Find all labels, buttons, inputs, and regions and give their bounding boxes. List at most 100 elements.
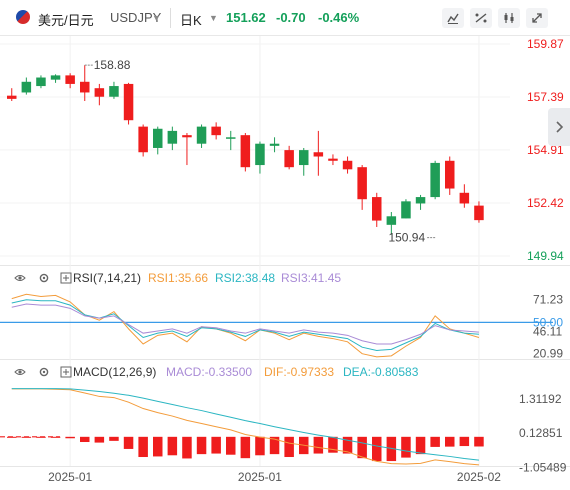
macd-histogram-bar [226, 436, 236, 455]
macd-histogram-bar [50, 436, 61, 438]
price-axis-label: 159.87 [527, 37, 564, 51]
last-price: 151.62 [226, 10, 266, 25]
indicator-settings-icon [504, 13, 514, 23]
candle-body [459, 192, 470, 204]
candle [299, 147, 309, 176]
macd-histogram-bar [138, 436, 148, 458]
period-dropdown-icon[interactable]: ▼ [209, 13, 218, 23]
macd-histogram-bar [386, 436, 397, 462]
panel-collapse-button[interactable] [548, 108, 570, 146]
header-divider [170, 8, 171, 28]
symbol-dropdown-icon[interactable]: ▼ [152, 13, 161, 23]
candle-body [138, 126, 148, 153]
candle-body [167, 130, 178, 144]
gear-icon[interactable] [38, 366, 50, 378]
candle [386, 212, 397, 235]
candle [211, 122, 221, 140]
pair-name[interactable]: 美元/日元 [38, 13, 94, 28]
price-change: -0.70 [276, 10, 306, 25]
macd-histogram-bar [328, 436, 338, 453]
candle [196, 124, 207, 148]
candle-body [299, 150, 309, 166]
macd-histogram-bar [36, 436, 46, 438]
macd-histogram-bar [153, 436, 163, 457]
macd-histogram-bar [80, 436, 90, 443]
macd-histogram-bar [269, 436, 280, 455]
candle [445, 156, 455, 195]
rsi-chart[interactable] [0, 293, 553, 358]
chart-header: 美元/日元 USDJPY ▼ 日K ▼ 151.62 -0.70 -0.46% [0, 0, 570, 36]
candle [50, 74, 61, 83]
candle-body [182, 135, 192, 138]
macd-histogram-bar [430, 436, 440, 447]
compare-button[interactable] [470, 8, 492, 28]
candle-body [401, 201, 411, 219]
candle-body [211, 126, 221, 136]
candle-body [474, 205, 484, 221]
symbol-code[interactable]: USDJPY [110, 10, 162, 25]
macd-histogram-bar [240, 436, 251, 459]
candle [372, 192, 382, 227]
macd-histogram-bar [7, 436, 17, 438]
macd-histogram-bar [313, 436, 324, 454]
add-indicator-icon[interactable] [60, 366, 72, 378]
candle [7, 88, 17, 102]
candlestick-chart[interactable]: 158.88 150.94 [7, 58, 484, 245]
compare-icon [475, 13, 487, 23]
indicator-settings-button[interactable] [498, 8, 520, 28]
macd-chart[interactable] [0, 388, 484, 466]
chevron-right-icon [556, 121, 564, 133]
period-selector[interactable]: 日K [180, 13, 202, 28]
candle-body [94, 88, 105, 97]
candle-body [7, 95, 17, 99]
candle [226, 130, 236, 151]
macd-axis-label: 0.12851 [519, 426, 563, 440]
macd-histogram-bar [182, 436, 192, 459]
x-tick-label: 2025-02 [457, 470, 501, 484]
macd-histogram-bar [357, 436, 367, 459]
macd-histogram-bar [65, 436, 75, 439]
macd-histogram-bar [167, 436, 178, 456]
rsi-axis-label: 46.11 [533, 325, 562, 339]
eye-icon[interactable] [14, 366, 26, 378]
macd-histogram-bar [474, 436, 484, 447]
draw-button[interactable] [442, 8, 464, 28]
candle-body [36, 77, 46, 87]
candle-body [226, 137, 236, 139]
candle [94, 83, 105, 106]
candle [153, 126, 163, 155]
price-axis-label: 157.39 [527, 90, 564, 104]
macd-axis-label: 1.31192 [519, 392, 562, 406]
dea-value: DEA:-0.80583 [343, 365, 419, 379]
eye-icon[interactable] [14, 272, 26, 284]
macd-histogram-bar [372, 436, 382, 462]
macd-histogram-bar [123, 436, 134, 449]
candle-body [357, 167, 367, 200]
candle-body [342, 160, 353, 170]
gear-icon[interactable] [38, 272, 50, 284]
rsi3-value: RSI3:41.45 [281, 271, 342, 285]
macd-title: MACD(12,26,9) [73, 365, 157, 379]
dif-line [11, 388, 479, 466]
low-price-label: 150.94 [388, 231, 425, 245]
candle [65, 73, 75, 89]
price-change-percent: -0.46% [318, 10, 360, 25]
candle [342, 156, 353, 174]
macd-histogram-bar [255, 436, 265, 456]
rsi1-value: RSI1:35.66 [148, 271, 209, 285]
rsi2-value: RSI2:38.48 [215, 271, 276, 285]
add-indicator-icon[interactable] [60, 272, 72, 284]
candle [415, 194, 426, 210]
candle-body [123, 83, 134, 121]
fullscreen-button[interactable] [526, 8, 548, 28]
candle-body [386, 216, 397, 225]
macd-histogram-bar [342, 436, 353, 454]
candle [123, 82, 134, 125]
rsi-axis-label: 71.23 [533, 292, 563, 306]
macd-value: MACD:-0.33500 [166, 365, 253, 379]
candle-body [21, 81, 32, 93]
candle [269, 137, 280, 153]
candle [474, 201, 484, 223]
macd-histogram-bar [94, 436, 105, 443]
